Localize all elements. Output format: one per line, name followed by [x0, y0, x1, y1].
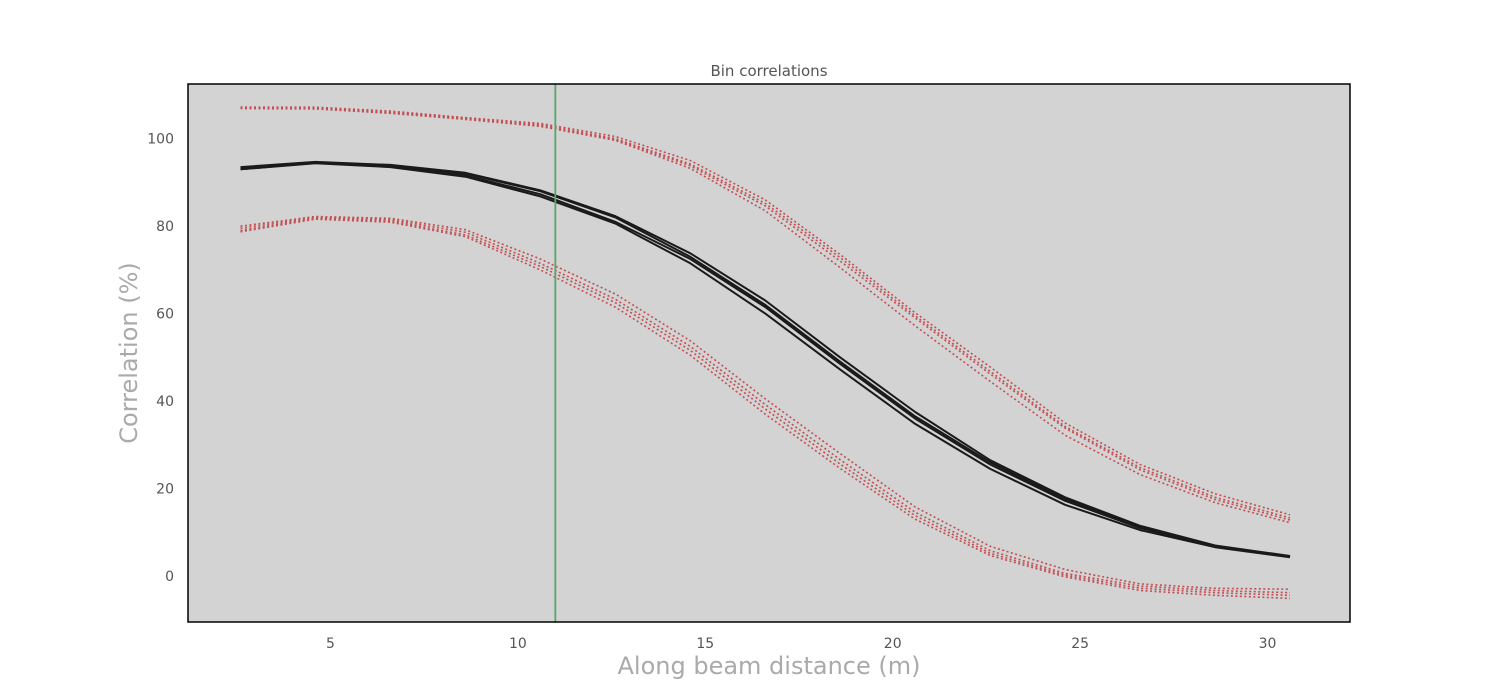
y-tick-label: 20 — [156, 482, 174, 498]
y-tick-label: 60 — [156, 307, 174, 323]
bound-line-10 — [240, 216, 1291, 594]
x-tick-label: 20 — [884, 636, 902, 652]
x-tick-label: 25 — [1071, 636, 1089, 652]
bound-line-12 — [240, 218, 1291, 600]
y-tick-label: 0 — [165, 569, 174, 585]
y-tick-labels: 0 20 40 60 80 100 — [147, 132, 174, 585]
y-tick-label: 40 — [156, 394, 174, 410]
x-tick-labels: 5 10 15 20 25 30 — [326, 636, 1276, 652]
bound-line-5 — [240, 106, 1291, 516]
bound-line-7 — [240, 107, 1291, 521]
x-tick-label: 30 — [1259, 636, 1277, 652]
x-tick-label: 10 — [509, 636, 527, 652]
y-axis-title: Correlation (%) — [115, 262, 143, 444]
x-tick-label: 5 — [326, 636, 335, 652]
correlation-line-3 — [240, 161, 1291, 558]
x-axis-title: Along beam distance (m) — [618, 652, 921, 680]
bound-line-6 — [240, 107, 1291, 519]
y-tick-label: 100 — [147, 132, 174, 148]
plot-frame — [187, 83, 1351, 623]
correlation-line-4 — [240, 162, 1291, 559]
bound-line-11 — [240, 217, 1291, 597]
bound-line-9 — [240, 215, 1291, 590]
x-tick-label: 15 — [696, 636, 714, 652]
series-layer — [240, 106, 1291, 600]
y-tick-label: 80 — [156, 219, 174, 235]
chart-title: Bin correlations — [710, 62, 827, 80]
